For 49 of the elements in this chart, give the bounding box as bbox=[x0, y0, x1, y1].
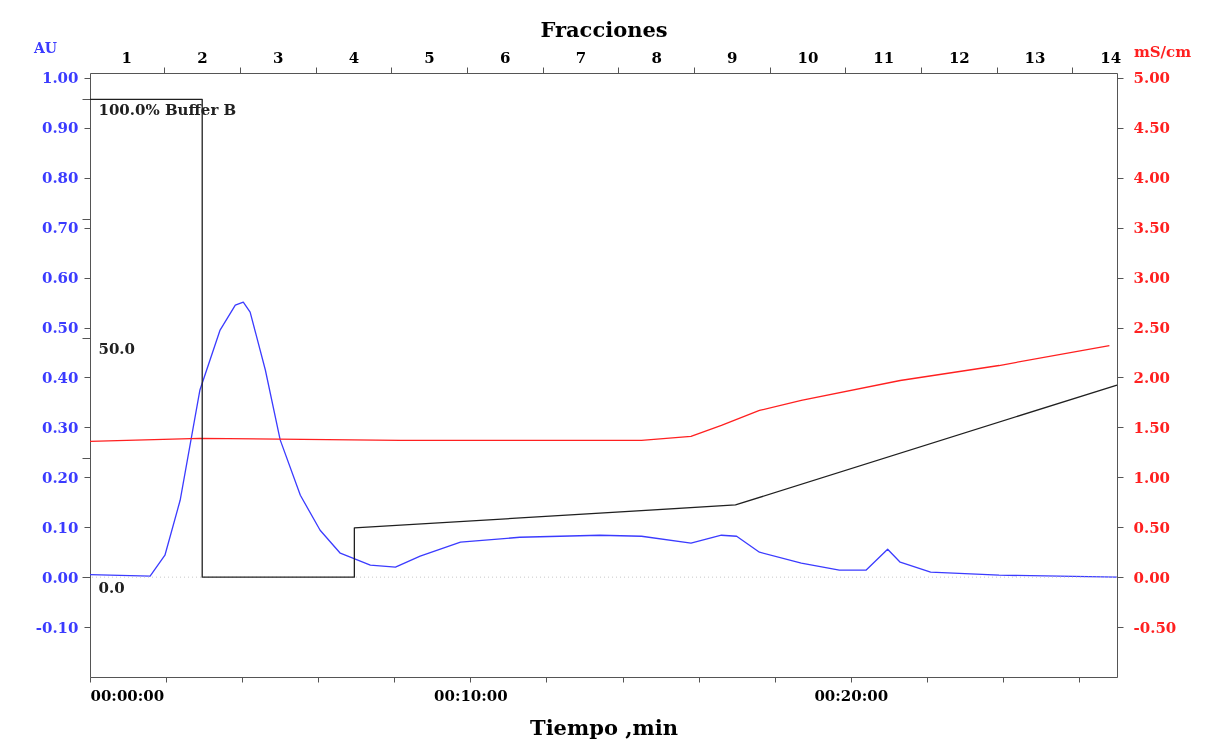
x2-tick-label: 10 bbox=[797, 48, 819, 67]
y-tick-label: 0.80 bbox=[41, 169, 79, 188]
y-tick-label: 1.00 bbox=[41, 69, 79, 88]
y2-tick-label: -0.50 bbox=[1133, 618, 1177, 637]
y-tick-label: 0.60 bbox=[41, 269, 79, 288]
y2-axis-title: mS/cm bbox=[1133, 42, 1192, 61]
line-series bbox=[89, 301, 1118, 578]
y-tick-label: 0.40 bbox=[41, 369, 79, 387]
y-axis-title: AU bbox=[32, 39, 58, 56]
y2-tick-label: 0.50 bbox=[1133, 518, 1171, 537]
y-tick-label: 0.70 bbox=[41, 219, 79, 238]
y-tick-label: -0.10 bbox=[35, 618, 79, 637]
y3-tick-label: 0.0 bbox=[98, 578, 125, 597]
x2-tick-label: 3 bbox=[272, 48, 284, 67]
x-axis-title: Tiempo ,min bbox=[530, 714, 678, 740]
y2-tick-label: 4.00 bbox=[1133, 169, 1171, 188]
y2-tick-label: 1.50 bbox=[1133, 418, 1171, 437]
y2-tick-label: 2.00 bbox=[1133, 369, 1171, 387]
x2-tick-label: 5 bbox=[424, 48, 435, 67]
x2-tick-label: 7 bbox=[575, 48, 587, 67]
y2-tick-label: 4.50 bbox=[1133, 119, 1171, 138]
y2-tick-label: 5.00 bbox=[1133, 69, 1171, 88]
y2-tick-label: 3.50 bbox=[1133, 219, 1171, 238]
line-series bbox=[89, 344, 1111, 443]
y2-tick-label: 0.00 bbox=[1133, 568, 1171, 587]
y-tick-label: 0.30 bbox=[41, 418, 79, 437]
x-tick-label: 00:20:00 bbox=[814, 686, 889, 705]
y2-tick-label: 1.00 bbox=[1133, 468, 1171, 487]
x2-tick-label: 11 bbox=[873, 48, 895, 67]
y-tick-label: 0.20 bbox=[41, 468, 79, 487]
x2-tick-label: 1 bbox=[121, 48, 133, 67]
x2-tick-label: 13 bbox=[1024, 48, 1046, 67]
x2-tick-label: 2 bbox=[197, 48, 208, 67]
y2-tick-label: 2.50 bbox=[1133, 319, 1171, 338]
x-tick-label: 00:00:00 bbox=[90, 686, 165, 705]
x2-tick-label: 6 bbox=[500, 48, 511, 67]
x2-tick-label: 9 bbox=[727, 48, 738, 67]
x2-axis-title: Fracciones bbox=[540, 16, 668, 42]
x2-tick-label: 4 bbox=[348, 48, 360, 67]
y-tick-label: 0.10 bbox=[41, 518, 79, 537]
y-tick-label: 0.00 bbox=[41, 568, 79, 587]
x2-tick-label: 8 bbox=[651, 48, 662, 67]
y-tick-label: 0.90 bbox=[41, 119, 79, 138]
y3-tick-label: 50.0 bbox=[98, 339, 136, 358]
y-tick-label: 0.50 bbox=[41, 319, 79, 338]
x2-tick-label: 12 bbox=[948, 48, 970, 67]
x2-tick-label: 14 bbox=[1100, 48, 1122, 67]
y2-tick-label: 3.00 bbox=[1133, 269, 1171, 288]
x-tick-label: 00:10:00 bbox=[434, 686, 508, 705]
